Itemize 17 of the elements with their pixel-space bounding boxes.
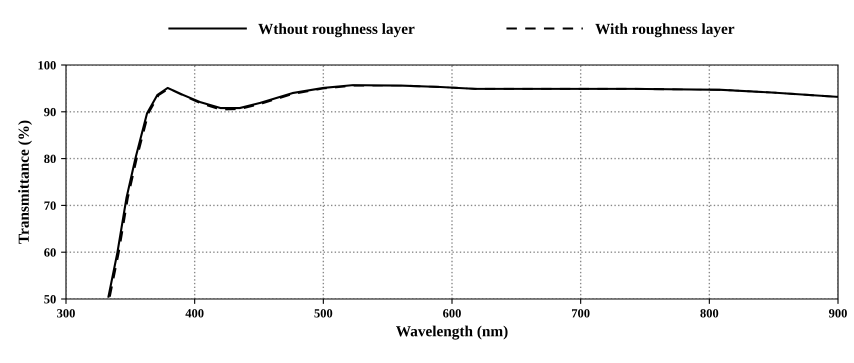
y-tick-label: 70 [44,201,56,210]
x-tick-label: 800 [700,309,718,318]
y-tick-label: 100 [38,61,56,70]
y-axis-title: Transmittance (%) [18,120,32,244]
x-tick-label: 500 [314,309,332,318]
y-tick-label: 80 [44,154,56,164]
x-tick-label: 900 [828,309,847,318]
x-tick-label: 600 [443,309,461,318]
x-tick-label: 700 [572,309,590,318]
x-tick-label: 300 [57,309,75,318]
legend-label: With roughness layer [595,23,734,38]
y-tick-label: 60 [44,248,56,257]
x-tick-label: 400 [185,309,204,318]
y-tick-label: 90 [44,108,56,116]
y-tick-label: 50 [44,295,56,304]
legend-label: Wthout roughness layer [258,23,414,38]
x-axis-title: Wavelength (nm) [396,326,508,340]
